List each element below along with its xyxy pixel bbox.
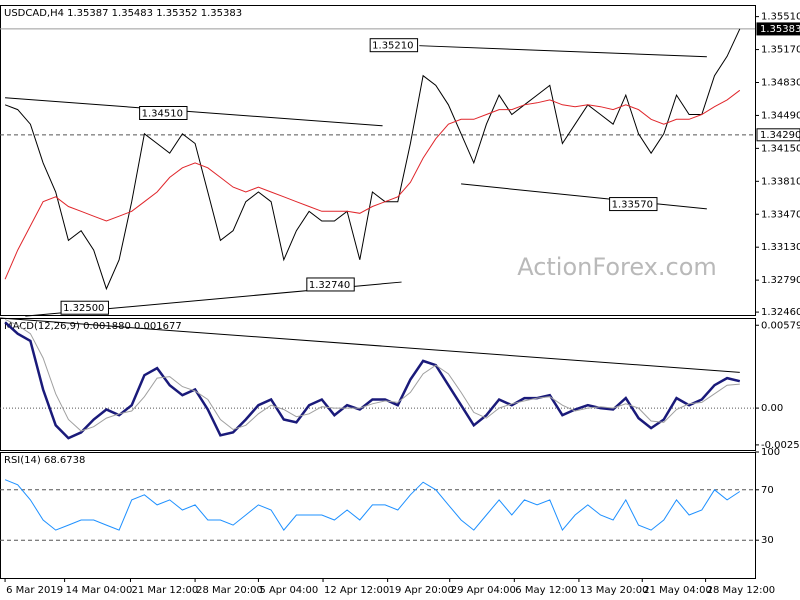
panel-title: USDCAD,H4 1.35387 1.35483 1.35352 1.3538… [4, 8, 242, 19]
trend-line [419, 45, 707, 58]
y-tick-label: 30 [761, 535, 774, 546]
x-tick-label: 28 Mar 20:00 [196, 585, 263, 596]
annotation-box [60, 300, 109, 315]
x-tick-label: 5 Apr 04:00 [259, 585, 318, 596]
x-tick-label: 6 May 12:00 [515, 585, 577, 596]
price-label-box [756, 22, 800, 36]
y-tick-label: 100 [761, 447, 780, 458]
annotation-box [306, 277, 355, 292]
price-label-box [756, 128, 800, 142]
panel-frame [0, 5, 756, 316]
series-line [4, 318, 740, 432]
y-tick-label: 1.35170 [761, 45, 800, 56]
annotation-label: 1.33570 [612, 200, 653, 211]
y-tick-label: 1.32460 [761, 307, 800, 318]
x-tick-label: 21 Mar 12:00 [131, 585, 198, 596]
y-tick-label: 1.34490 [761, 110, 800, 121]
annotation-box [369, 38, 419, 53]
y-tick-label: 1.33470 [761, 209, 800, 220]
y-tick-label: 1.33130 [761, 242, 800, 253]
series-line [4, 89, 741, 280]
x-tick-label: 21 May 04:00 [643, 585, 712, 596]
trend-line [461, 183, 707, 210]
macd-line [4, 321, 741, 440]
annotation-label: 1.34510 [142, 109, 183, 120]
x-tick-label: 19 Apr 20:00 [389, 585, 454, 596]
y-tick-label: 1.35510 [761, 12, 800, 23]
y-tick-label: 70 [761, 485, 774, 496]
x-tick-label: 6 Mar 2019 [6, 585, 63, 596]
series-line [4, 28, 741, 291]
price-label: 1.35383 [760, 24, 800, 35]
x-tick-label: 13 May 20:00 [580, 585, 649, 596]
watermark: ActionForex.com [517, 253, 717, 281]
series-line [4, 479, 741, 532]
annotation-box [139, 106, 188, 120]
panel-title: RSI(14) 68.6738 [4, 455, 85, 466]
x-tick-label: 14 Mar 04:00 [66, 585, 133, 596]
y-tick-label: 1.34150 [761, 143, 800, 154]
annotation-label: 1.32740 [309, 280, 350, 291]
panel-frame [0, 452, 756, 579]
x-tick-label: 29 Apr 04:00 [451, 585, 516, 596]
panel-title: MACD(12,26,9) 0.001880 0.001677 [4, 321, 182, 332]
annotation-label: 1.32500 [63, 303, 104, 314]
trend-line [0, 317, 740, 373]
x-tick-label: 28 May 12:00 [707, 585, 776, 596]
y-tick-label: -0.002573 [761, 440, 800, 451]
price-label: 1.34290 [760, 130, 800, 141]
x-tick-label: 12 Apr 12:00 [324, 585, 389, 596]
y-tick-label: 0.00 [761, 403, 783, 414]
panel-frame [0, 318, 756, 451]
y-tick-label: 0.005793 [761, 320, 800, 331]
annotation-label: 1.35210 [372, 41, 413, 52]
y-tick-label: 1.33810 [761, 176, 800, 187]
y-tick-label: 1.32790 [761, 275, 800, 286]
annotation-box [609, 197, 658, 212]
y-tick-label: 1.34830 [761, 78, 800, 89]
trend-line [5, 97, 383, 127]
